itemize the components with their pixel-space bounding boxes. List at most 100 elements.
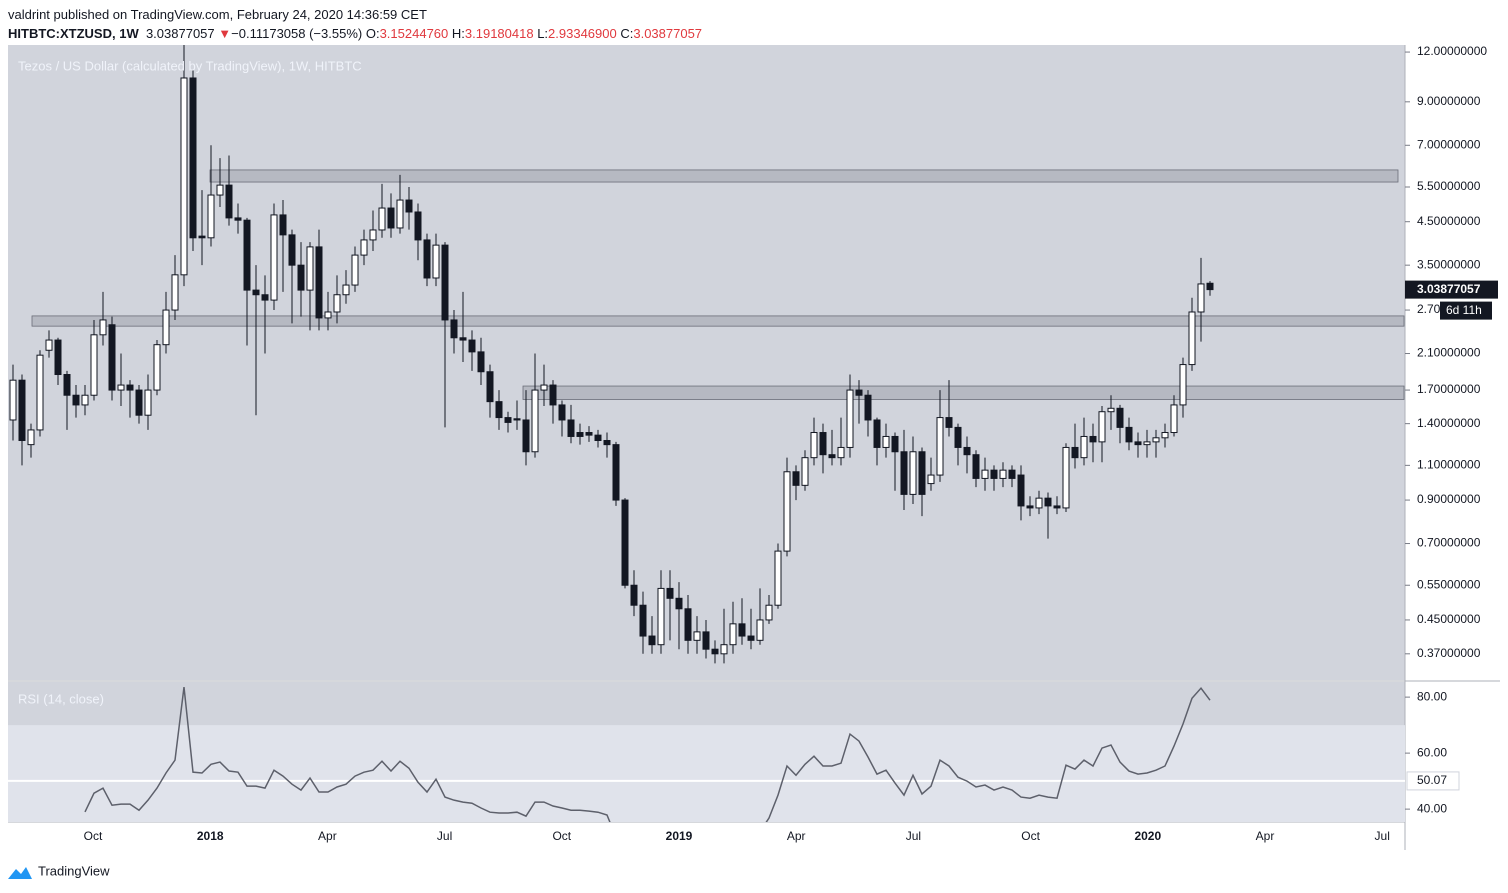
candle-body — [810, 432, 818, 459]
candle-body — [369, 229, 377, 241]
x-tick-label: Jul — [1375, 829, 1390, 843]
candle-body — [756, 619, 764, 641]
quote-line: HITBTC:XTZUSD, 1W 3.03877057 ▼−0.1117305… — [8, 24, 702, 43]
candle-body — [1044, 497, 1052, 507]
x-tick-label: Oct — [1021, 829, 1040, 843]
y-tick-label: 12.00000000 — [1417, 44, 1487, 58]
candle-body — [594, 434, 602, 442]
candle-body — [648, 635, 656, 646]
candle-body — [288, 234, 296, 266]
candle-body — [9, 379, 17, 421]
candle-body — [135, 389, 143, 416]
candle-body — [864, 394, 872, 421]
candle-body — [90, 334, 98, 396]
candle-body — [333, 294, 341, 313]
candle-body — [792, 471, 800, 486]
candle-body — [414, 211, 422, 241]
candle-body — [954, 426, 962, 448]
candle-body — [639, 604, 647, 637]
candle-body — [801, 457, 809, 486]
y-tick-label: 4.50000000 — [1417, 214, 1481, 228]
candle-body — [360, 239, 368, 256]
candle-body — [324, 311, 332, 319]
x-tick-label: 2018 — [197, 829, 224, 843]
candle-body — [1125, 426, 1133, 443]
y-tick-label: 0.70000000 — [1417, 536, 1481, 550]
candle-body — [378, 207, 386, 231]
candle-body — [630, 584, 638, 606]
candle-body — [612, 444, 620, 501]
price-pane — [8, 45, 1405, 680]
candle-body — [63, 374, 71, 396]
candle-body — [1080, 435, 1088, 459]
candle-body — [171, 274, 179, 311]
candle-body — [108, 324, 116, 391]
candle-body — [882, 435, 890, 448]
candle-body — [657, 587, 665, 646]
candle-body — [1026, 505, 1034, 509]
rsi-tick-label: 40.00 — [1417, 801, 1447, 815]
candle-body — [270, 214, 278, 301]
candle-body — [1053, 505, 1061, 509]
candle-body — [1170, 404, 1178, 434]
candle-body — [927, 474, 935, 485]
candle-body — [675, 597, 683, 610]
candle-body — [1035, 497, 1043, 509]
x-tick-label: Jul — [906, 829, 921, 843]
candle-body — [873, 419, 881, 448]
rsi-tick-label: 60.00 — [1417, 745, 1447, 759]
candle-body — [1017, 474, 1025, 507]
candle-body — [738, 623, 746, 637]
x-tick-label: 2020 — [1134, 829, 1161, 843]
y-tick-label: 0.45000000 — [1417, 612, 1481, 626]
high: 3.19180418 — [464, 26, 534, 41]
candle-body — [243, 219, 251, 291]
candle-body — [603, 440, 611, 446]
candle-body — [153, 344, 161, 391]
candle-body — [45, 339, 53, 351]
x-tick-label: Apr — [787, 829, 806, 843]
countdown: 6d 11h — [1446, 303, 1482, 317]
candle-body — [279, 214, 287, 236]
footer-brand: TradingView — [38, 863, 110, 878]
candle-body — [1161, 432, 1169, 439]
low: 2.93346900 — [548, 26, 617, 41]
candle-body — [18, 379, 26, 442]
zone — [31, 315, 1405, 327]
y-tick-label: 9.00000000 — [1417, 94, 1481, 108]
candle-body — [693, 631, 701, 641]
candle-body — [72, 394, 80, 406]
candle-body — [27, 429, 35, 446]
y-tick-label: 0.55000000 — [1417, 577, 1481, 591]
candle-body — [702, 631, 710, 650]
close: 3.03877057 — [633, 26, 703, 41]
symbol: HITBTC:XTZUSD, 1W — [8, 26, 139, 41]
candle-body — [909, 451, 917, 495]
y-tick-label: 7.00000000 — [1417, 137, 1481, 151]
y-tick-label: 1.40000000 — [1417, 416, 1481, 430]
candle-body — [621, 499, 629, 586]
candle-body — [486, 371, 494, 403]
candle-body — [711, 648, 719, 655]
candle-body — [522, 419, 530, 453]
o-key: O: — [365, 26, 380, 41]
candle-body — [558, 404, 566, 421]
rsi-line — [84, 686, 1211, 822]
y-tick-label: 2.10000000 — [1417, 346, 1481, 360]
candle-body — [1071, 446, 1079, 459]
candle-body — [342, 284, 350, 296]
candle-body — [945, 417, 953, 428]
candle-body — [495, 401, 503, 419]
candle-body — [828, 454, 836, 459]
l-key: L: — [537, 26, 549, 41]
candle-body — [297, 264, 305, 291]
candle-body — [441, 244, 449, 321]
rsi-level-label: 50.07 — [1417, 773, 1447, 787]
candle-body — [432, 244, 440, 279]
candle-body — [198, 235, 206, 239]
candle-body — [504, 417, 512, 423]
candle-body — [126, 384, 134, 391]
candle-body — [216, 184, 224, 196]
publisher: valdrint published on TradingView.com, F… — [8, 7, 427, 22]
